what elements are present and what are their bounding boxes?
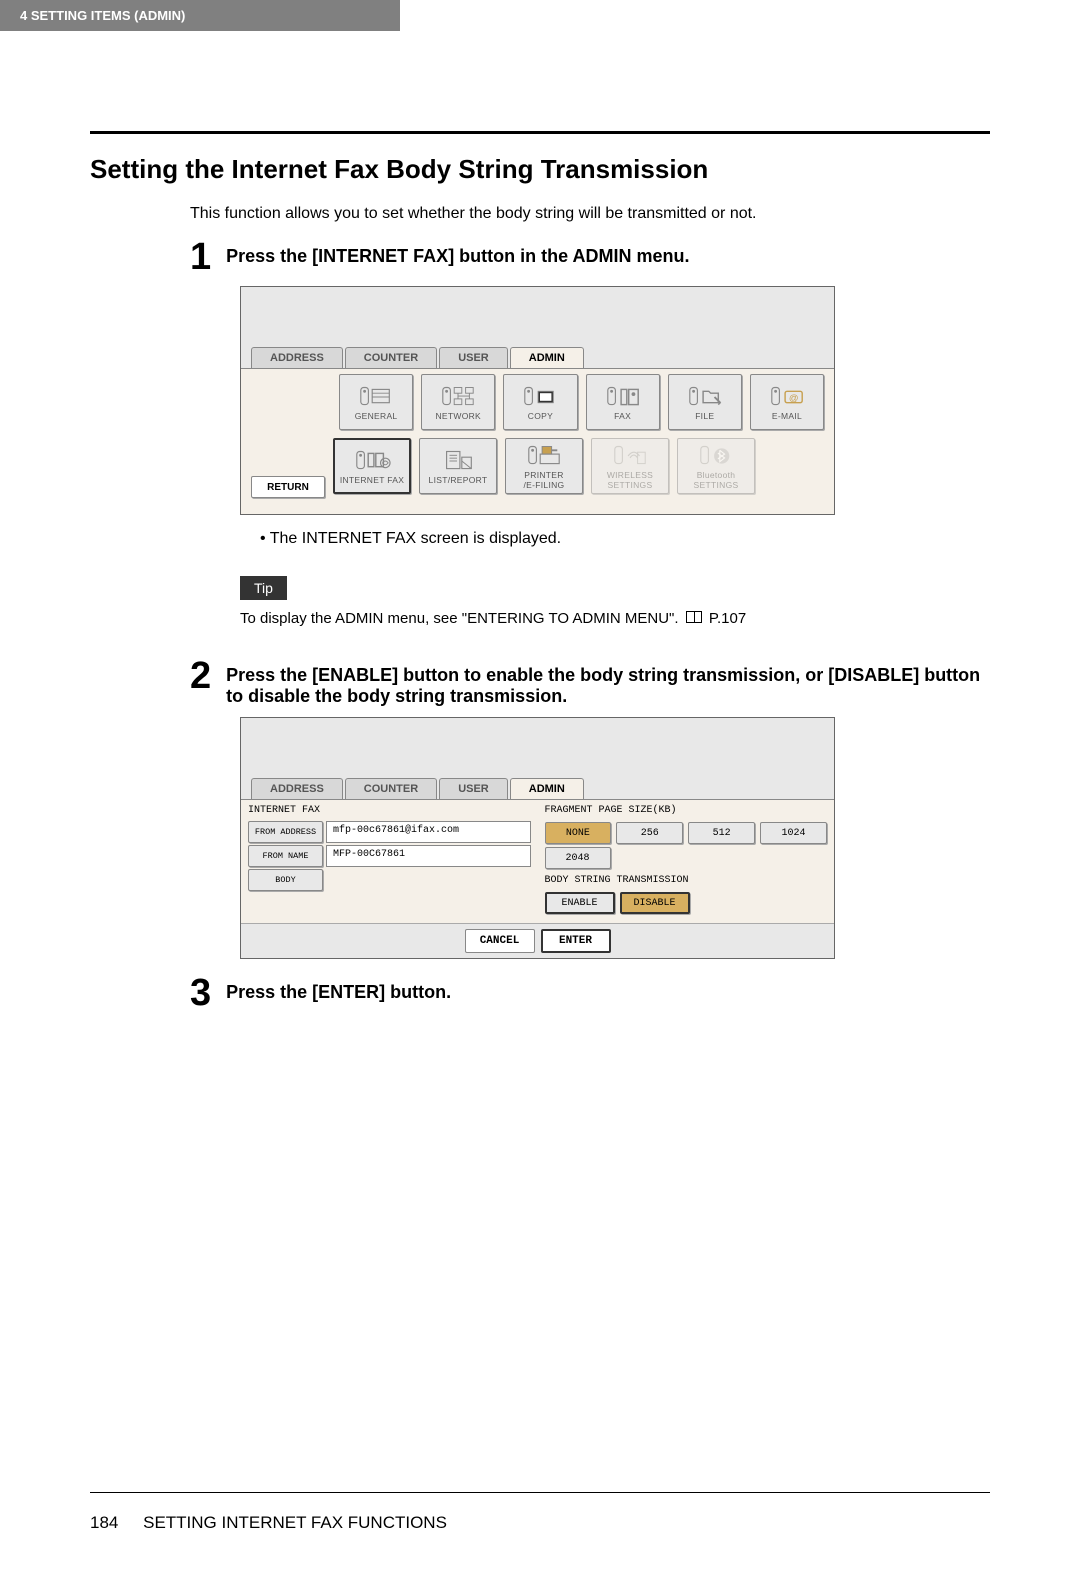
email-icon: @ [768,383,806,411]
bluetooth-settings-button[interactable]: Bluetooth SETTINGS [677,438,755,494]
internet-fax-screen-screenshot: ADDRESS COUNTER USER ADMIN INTERNET FAX … [240,717,990,959]
body-string-label: BODY STRING TRANSMISSION [540,872,833,889]
book-icon [686,611,702,623]
network-icon [439,383,477,411]
bullet-screen-displayed: • The INTERNET FAX screen is displayed. [260,530,990,548]
tip-text: To display the ADMIN menu, see "ENTERING… [240,610,990,627]
fragment-label: FRAGMENT PAGE SIZE(KB) [540,802,833,819]
frag-256-button[interactable]: 256 [616,822,683,844]
fax-button[interactable]: FAX [586,374,660,430]
step-1-number: 1 [190,238,211,276]
disable-button[interactable]: DISABLE [620,892,690,914]
copy-icon [521,383,559,411]
page-title: Setting the Internet Fax Body String Tra… [90,131,990,185]
list-report-icon [439,447,477,475]
admin-menu-screenshot: ADDRESS COUNTER USER ADMIN GENERAL NETWO… [240,286,990,515]
network-button[interactable]: NETWORK [421,374,495,430]
intro-text: This function allows you to set whether … [190,205,990,223]
tab2-address[interactable]: ADDRESS [251,778,343,799]
wireless-icon [611,442,649,470]
step-2-number: 2 [190,657,211,695]
email-button[interactable]: @ E-MAIL [750,374,824,430]
tip-label: Tip [240,576,287,600]
frag-2048-button[interactable]: 2048 [545,847,611,869]
svg-text:@: @ [789,393,799,404]
step-2: 2 Press the [ENABLE] button to enable th… [190,657,990,707]
from-name-button[interactable]: FROM NAME [248,845,323,867]
list-report-button[interactable]: LIST/REPORT [419,438,497,494]
frag-512-button[interactable]: 512 [688,822,755,844]
printer-efiling-button[interactable]: PRINTER /E-FILING [505,438,583,494]
tab-address[interactable]: ADDRESS [251,347,343,368]
tab2-user[interactable]: USER [439,778,508,799]
enter-button[interactable]: ENTER [541,929,611,953]
return-button[interactable]: RETURN [251,476,325,498]
step-1: 1 Press the [INTERNET FAX] button in the… [190,238,990,276]
tab-admin[interactable]: ADMIN [510,347,584,368]
internet-fax-icon [353,447,391,475]
footer: 184 SETTING INTERNET FAX FUNCTIONS [90,1492,990,1533]
frag-1024-button[interactable]: 1024 [760,822,827,844]
body-button[interactable]: BODY [248,869,323,891]
internet-fax-section-label: INTERNET FAX [243,802,536,819]
internet-fax-button[interactable]: INTERNET FAX [333,438,411,494]
printer-icon [525,442,563,470]
cancel-button[interactable]: CANCEL [465,929,535,953]
file-icon [686,383,724,411]
from-address-button[interactable]: FROM ADDRESS [248,821,323,843]
copy-button[interactable]: COPY [503,374,577,430]
step-1-text: Press the [INTERNET FAX] button in the A… [226,238,990,267]
bluetooth-icon [697,442,735,470]
step-2-text: Press the [ENABLE] button to enable the … [226,657,990,707]
footer-page-number: 184 [90,1513,118,1532]
frag-none-button[interactable]: NONE [545,822,612,844]
general-button[interactable]: GENERAL [339,374,413,430]
from-address-value: mfp-00c67861@ifax.com [326,821,531,843]
wireless-settings-button[interactable]: WIRELESS SETTINGS [591,438,669,494]
tab-counter[interactable]: COUNTER [345,347,437,368]
enable-button[interactable]: ENABLE [545,892,615,914]
footer-text: SETTING INTERNET FAX FUNCTIONS [143,1513,447,1532]
header-tab: 4 SETTING ITEMS (ADMIN) [0,0,400,31]
tab2-counter[interactable]: COUNTER [345,778,437,799]
from-name-value: MFP-00C67861 [326,845,531,867]
step-3-text: Press the [ENTER] button. [226,974,990,1003]
file-button[interactable]: FILE [668,374,742,430]
fax-icon [604,383,642,411]
step-3-number: 3 [190,974,211,1012]
tab-user[interactable]: USER [439,347,508,368]
step-3: 3 Press the [ENTER] button. [190,974,990,1012]
general-icon [357,383,395,411]
tab2-admin[interactable]: ADMIN [510,778,584,799]
